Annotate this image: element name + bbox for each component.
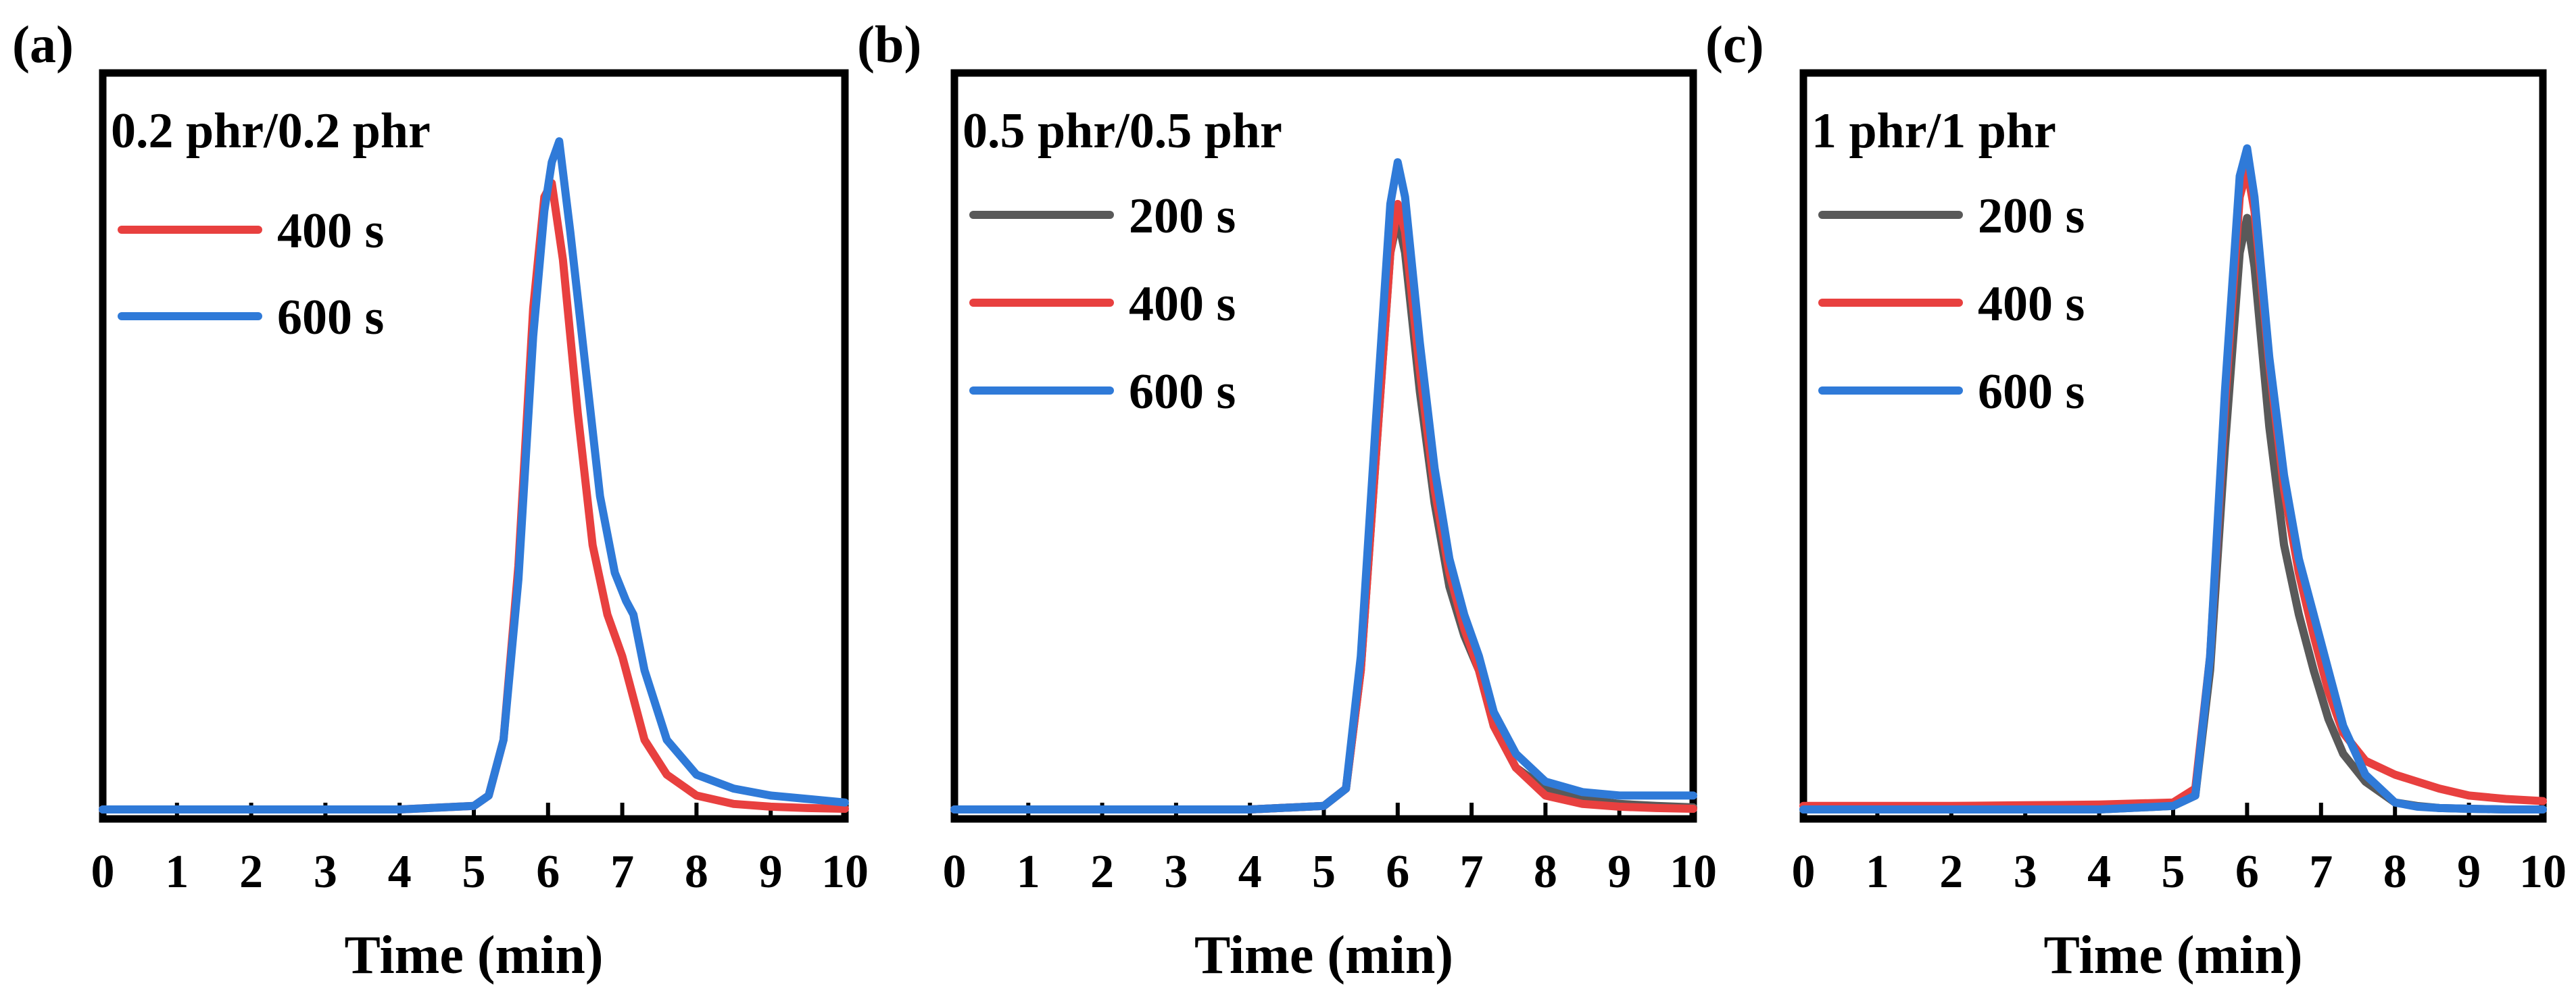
x-tick-label: 9 — [2457, 846, 2481, 898]
x-tick-label: 3 — [1164, 846, 1188, 898]
x-tick-label: 10 — [2519, 846, 2567, 898]
panel-label: (a) — [12, 15, 74, 74]
x-tick-label: 4 — [1238, 846, 1262, 898]
x-tick-label: 2 — [239, 846, 263, 898]
x-tick-label: 6 — [2235, 846, 2259, 898]
series-line-600s — [99, 137, 849, 814]
x-tick-label: 2 — [1939, 846, 1963, 898]
x-tick-label: 8 — [2383, 846, 2407, 898]
chart-title: 1 phr/1 phr — [1812, 103, 2056, 159]
x-tick-label: 1 — [1017, 846, 1040, 898]
plot-frame — [1799, 69, 2547, 823]
x-tick-label: 4 — [388, 846, 412, 898]
legend-label: 200 s — [1129, 189, 1236, 244]
chart-title: 0.5 phr/0.5 phr — [963, 103, 1282, 159]
series-line-400s — [950, 199, 1697, 814]
chart-panel-3: 0 1 2 3 4 5 6 7 8 9 10 (c) 1 phr/1 phr 200 s 400 s 600 … — [1705, 15, 2567, 985]
chart-panel-1: 0 1 2 3 4 5 6 7 8 9 10 (a) 0.2 phr/0.2 phr 400 s 600 s… — [12, 15, 869, 985]
x-tick-label: 8 — [1534, 846, 1557, 898]
x-tick-label: 1 — [1866, 846, 1889, 898]
legend-label: 400 s — [1129, 276, 1236, 332]
x-tick-label: 9 — [1607, 846, 1631, 898]
x-tick-label: 3 — [2014, 846, 2037, 898]
x-tick-label: 10 — [1670, 846, 1717, 898]
x-tick-label: 6 — [536, 846, 560, 898]
x-axis-label: Time (min) — [2044, 926, 2303, 985]
x-tick-label: 6 — [1386, 846, 1409, 898]
legend-label: 600 s — [1978, 364, 2085, 420]
x-axis-label: Time (min) — [345, 926, 604, 985]
x-tick-label: 5 — [2162, 846, 2185, 898]
series-line-400s — [99, 179, 849, 814]
plot-frame — [950, 69, 1697, 823]
x-tick-label: 7 — [1460, 846, 1484, 898]
x-axis-label: Time (min) — [1194, 926, 1453, 985]
x-tick-label: 0 — [1792, 846, 1816, 898]
x-tick-label: 5 — [462, 846, 486, 898]
chart-title: 0.2 phr/0.2 phr — [111, 103, 431, 159]
x-tick-label: 8 — [685, 846, 708, 898]
x-tick-label: 5 — [1312, 846, 1336, 898]
x-tick-label: 0 — [943, 846, 967, 898]
x-tick-label: 1 — [165, 846, 189, 898]
x-tick-label: 10 — [821, 846, 869, 898]
legend-label: 400 s — [1978, 276, 2085, 332]
x-tick-label: 0 — [91, 846, 115, 898]
x-tick-label: 4 — [2087, 846, 2111, 898]
panel-label: (c) — [1705, 15, 1764, 74]
series-line-600s — [950, 158, 1697, 814]
series-line-600s — [1799, 144, 2547, 814]
x-tick-label: 9 — [759, 846, 783, 898]
x-tick-label: 7 — [610, 846, 634, 898]
legend-label: 400 s — [277, 203, 384, 259]
legend-label: 600 s — [1129, 364, 1236, 420]
x-tick-label: 7 — [2309, 846, 2333, 898]
x-tick-label: 2 — [1090, 846, 1114, 898]
series-line-400s — [1799, 165, 2547, 810]
plot-frame — [99, 69, 849, 823]
x-tick-label: 3 — [314, 846, 337, 898]
panel-label: (b) — [857, 15, 921, 74]
legend-label: 600 s — [277, 290, 384, 345]
legend-label: 200 s — [1978, 189, 2085, 244]
chart-panel-2: 0 1 2 3 4 5 6 7 8 9 10 (b) 0.5 phr/0.5 phr 200 s 400 s… — [857, 15, 1717, 985]
